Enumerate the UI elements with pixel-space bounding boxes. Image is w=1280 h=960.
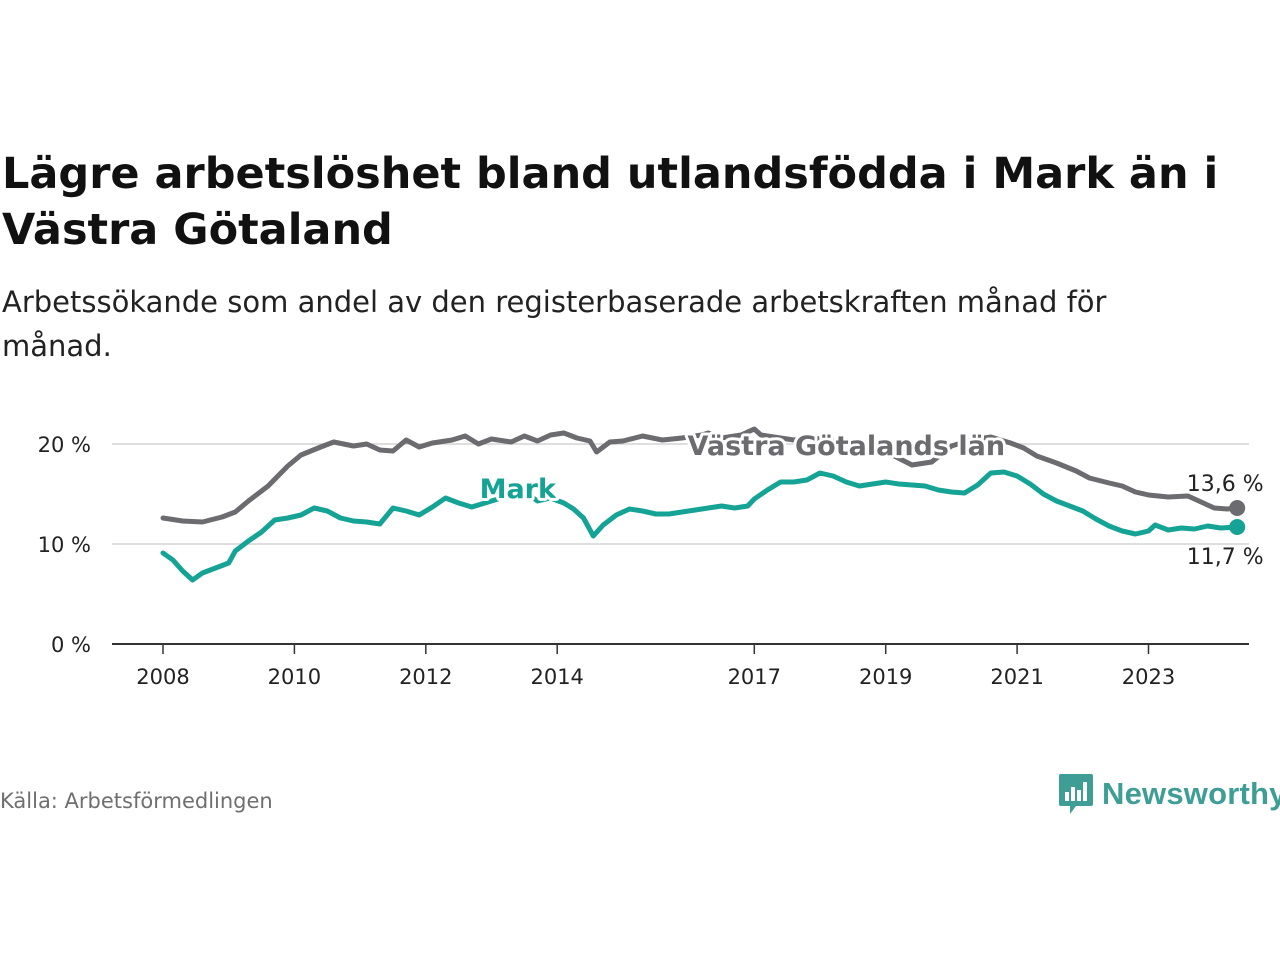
end-value-label: 11,7 % bbox=[1187, 545, 1264, 570]
series-line-vastra-gotaland bbox=[160, 426, 1240, 525]
series-line-mark bbox=[160, 469, 1240, 583]
x-tick-label: 2008 bbox=[136, 665, 189, 689]
series-layer bbox=[160, 426, 1246, 583]
x-tick-label: 2021 bbox=[990, 665, 1043, 689]
source-note: Källa: Arbetsförmedlingen bbox=[0, 789, 273, 813]
label-layer: 13,6 % 11,7 % Västra Götalands län Mark bbox=[477, 428, 1267, 573]
chart-title: Lägre arbetslöshet bland utlandsfödda i … bbox=[2, 149, 1219, 255]
newsworthy-logo-icon bbox=[1059, 774, 1093, 814]
y-tick-label: 10 % bbox=[38, 533, 91, 557]
brand-logo: Newsworthy bbox=[1058, 772, 1280, 816]
chart-subtitle: Arbetssökande som andel av den registerb… bbox=[2, 285, 1107, 363]
series-end-marker bbox=[1229, 500, 1246, 516]
series-name-label: Mark bbox=[480, 474, 557, 505]
x-tick-label: 2012 bbox=[399, 665, 452, 689]
x-tick-label: 2019 bbox=[859, 665, 912, 689]
line-chart: 0 % 10 % 20 % 2008 2010 2012 2014 2017 2019 2021 2… bbox=[38, 426, 1267, 689]
axis-layer: 0 % 10 % 20 % 2008 2010 2012 2014 2017 2019 2021 2… bbox=[38, 433, 1249, 689]
series-name-label: Västra Götalands län bbox=[687, 431, 1005, 462]
x-tick-label: 2014 bbox=[530, 665, 583, 689]
x-tick-label: 2017 bbox=[728, 665, 781, 689]
x-tick-label: 2010 bbox=[268, 665, 321, 689]
y-tick-label: 20 % bbox=[38, 433, 91, 457]
grid-layer bbox=[112, 443, 1249, 545]
brand-name: Newsworthy bbox=[1102, 776, 1280, 811]
x-tick-label: 2023 bbox=[1122, 665, 1175, 689]
series-end-marker bbox=[1229, 519, 1246, 535]
y-tick-label: 0 % bbox=[51, 633, 91, 657]
end-value-label: 13,6 % bbox=[1187, 472, 1264, 497]
